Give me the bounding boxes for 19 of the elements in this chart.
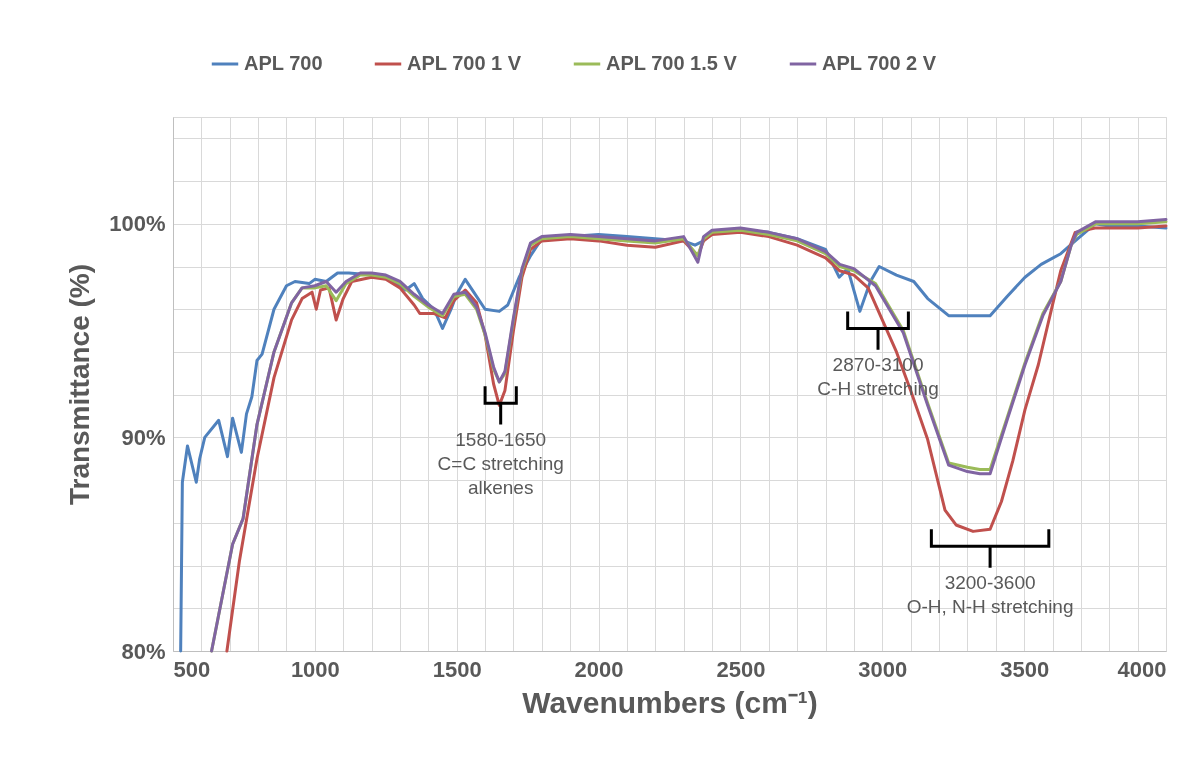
y-axis-title: Transmittance (%) [64,263,96,506]
y-tick-label: 90% [121,424,166,450]
legend-label: APL 700 1 V [407,52,522,74]
annotation: 3200-3600 O-H, N-H stretching [906,571,1074,617]
x-tick-label: 2500 [716,656,766,682]
x-tick-label: 3500 [1000,656,1050,682]
y-tick-label: 80% [121,638,166,664]
y-tick-label: 100% [109,211,166,237]
x-tick-label: 4000 [1117,656,1167,682]
x-tick-label: 1000 [290,656,340,682]
x-tick-label: 500 [173,656,211,682]
x-tick-label: 1500 [432,656,482,682]
legend-label: APL 700 1.5 V [606,52,738,74]
x-tick-label: 3000 [858,656,908,682]
x-axis-title: Wavenumbers (cm⁻¹) [522,685,818,719]
legend-label: APL 700 2 V [822,52,937,74]
annotation: 1580-1650 C=C stretching alkenes [437,428,564,498]
x-tick-label: 2000 [574,656,624,682]
legend-label: APL 700 [244,52,323,74]
